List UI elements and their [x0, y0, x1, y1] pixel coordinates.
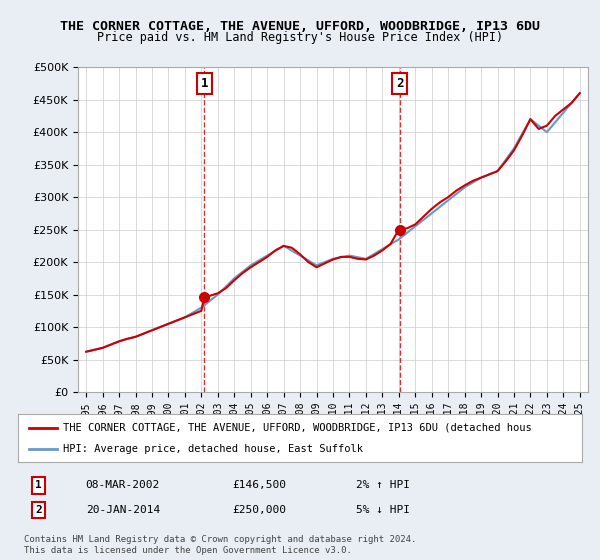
Text: 1: 1: [200, 77, 208, 90]
Text: 2: 2: [396, 77, 403, 90]
Text: This data is licensed under the Open Government Licence v3.0.: This data is licensed under the Open Gov…: [24, 546, 352, 555]
Text: HPI: Average price, detached house, East Suffolk: HPI: Average price, detached house, East…: [63, 444, 363, 454]
Text: Contains HM Land Registry data © Crown copyright and database right 2024.: Contains HM Land Registry data © Crown c…: [24, 535, 416, 544]
Text: 2% ↑ HPI: 2% ↑ HPI: [356, 480, 410, 490]
Text: Price paid vs. HM Land Registry's House Price Index (HPI): Price paid vs. HM Land Registry's House …: [97, 31, 503, 44]
Text: 1: 1: [35, 480, 41, 490]
Text: 08-MAR-2002: 08-MAR-2002: [86, 480, 160, 490]
Text: £146,500: £146,500: [232, 480, 286, 490]
Text: £250,000: £250,000: [232, 505, 286, 515]
Text: 20-JAN-2014: 20-JAN-2014: [86, 505, 160, 515]
Text: 2: 2: [35, 505, 41, 515]
Text: THE CORNER COTTAGE, THE AVENUE, UFFORD, WOODBRIDGE, IP13 6DU (detached hous: THE CORNER COTTAGE, THE AVENUE, UFFORD, …: [63, 423, 532, 433]
Text: 5% ↓ HPI: 5% ↓ HPI: [356, 505, 410, 515]
Text: THE CORNER COTTAGE, THE AVENUE, UFFORD, WOODBRIDGE, IP13 6DU: THE CORNER COTTAGE, THE AVENUE, UFFORD, …: [60, 20, 540, 32]
